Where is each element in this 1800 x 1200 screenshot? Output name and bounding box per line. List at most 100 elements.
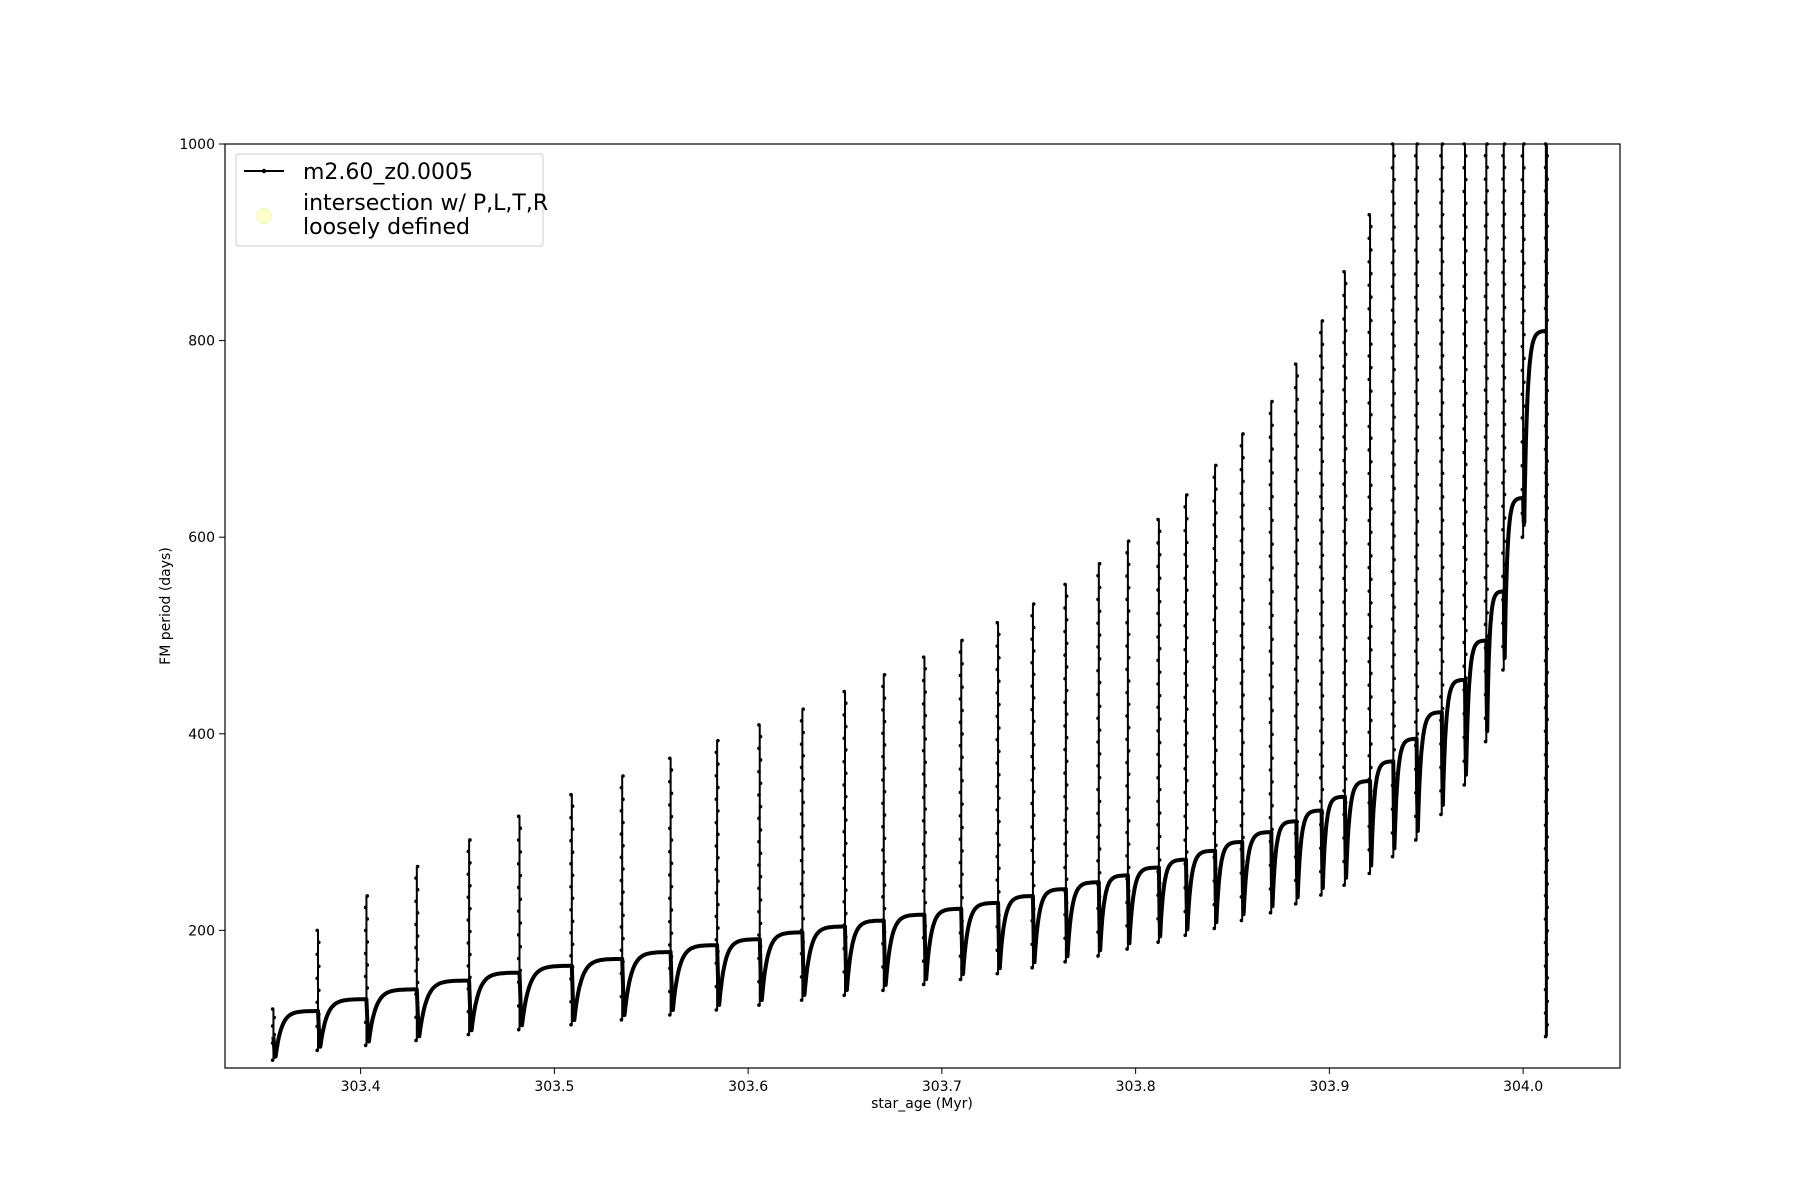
data-point — [1268, 482, 1273, 487]
data-point — [1485, 353, 1489, 357]
data-point — [1483, 482, 1488, 486]
data-point — [1367, 659, 1372, 664]
data-point — [1320, 576, 1325, 581]
data-point — [997, 889, 1001, 894]
data-point — [1342, 529, 1346, 534]
data-point — [468, 906, 472, 911]
data-point — [621, 843, 625, 848]
data-point — [1293, 808, 1298, 812]
data-point — [995, 644, 1000, 648]
data-point — [1392, 747, 1396, 752]
data-point — [363, 974, 368, 979]
data-point — [1415, 614, 1420, 618]
data-point — [1413, 460, 1418, 465]
data-point — [1126, 749, 1131, 753]
data-point — [1214, 843, 1218, 848]
data-point — [1483, 599, 1488, 603]
data-point — [1343, 635, 1348, 640]
data-point — [1483, 739, 1488, 744]
data-point — [1367, 307, 1372, 311]
data-point — [1392, 296, 1396, 301]
data-point — [1239, 538, 1244, 543]
data-point — [1096, 763, 1100, 768]
data-point — [1270, 589, 1274, 594]
data-point — [516, 861, 521, 866]
data-point — [1390, 569, 1395, 574]
data-point — [1392, 272, 1396, 277]
data-point — [1030, 825, 1034, 829]
data-point — [716, 738, 720, 743]
data-point — [1185, 707, 1189, 711]
data-point — [1543, 259, 1548, 264]
data-point — [415, 887, 420, 892]
data-point — [960, 849, 964, 853]
data-point — [1439, 459, 1443, 464]
data-point — [1125, 714, 1129, 718]
data-point — [1545, 764, 1549, 769]
data-point — [414, 876, 418, 880]
data-point — [1439, 295, 1443, 299]
data-point — [1502, 305, 1507, 310]
data-point — [569, 930, 573, 935]
data-point — [1295, 772, 1300, 777]
data-point — [1270, 732, 1274, 737]
data-point — [882, 789, 887, 794]
data-point — [1342, 505, 1346, 510]
data-point — [1268, 530, 1273, 535]
data-point — [1392, 676, 1396, 681]
data-point — [1295, 608, 1300, 613]
data-point — [1501, 200, 1505, 205]
data-point — [1030, 778, 1034, 782]
data-point — [1342, 623, 1346, 628]
data-point — [1030, 872, 1034, 876]
data-point — [1520, 249, 1525, 254]
data-point — [1543, 564, 1548, 569]
data-point — [466, 1032, 471, 1037]
data-point — [1367, 448, 1372, 452]
data-point — [1390, 284, 1395, 289]
data-point — [668, 896, 672, 901]
data-point — [958, 884, 963, 888]
data-point — [958, 697, 963, 701]
data-point — [569, 953, 573, 958]
data-point — [1462, 593, 1466, 597]
data-point — [1156, 588, 1160, 592]
data-point — [844, 748, 848, 752]
data-point — [1295, 421, 1300, 425]
data-point — [1031, 789, 1036, 794]
data-point — [1241, 432, 1245, 436]
legend: m2.60_z0.0005 intersection w/ P,L,T,R lo… — [235, 153, 548, 247]
data-point — [1295, 726, 1300, 730]
data-point — [1543, 1011, 1548, 1015]
data-point — [1543, 588, 1548, 593]
y-tick-label: 200 — [188, 923, 215, 939]
data-point — [1485, 376, 1489, 381]
data-point — [1543, 518, 1548, 522]
data-point — [1212, 807, 1217, 812]
data-point — [958, 837, 963, 842]
data-point — [1295, 514, 1300, 519]
data-point — [757, 886, 761, 891]
data-point — [1545, 435, 1549, 440]
data-point — [1293, 550, 1298, 554]
data-point — [1502, 399, 1507, 403]
data-point — [1369, 577, 1373, 582]
data-point — [1439, 624, 1443, 629]
data-point — [1239, 776, 1244, 780]
data-point — [716, 926, 720, 930]
data-point — [1415, 543, 1420, 547]
data-point — [365, 917, 370, 921]
data-point — [1501, 340, 1505, 345]
data-point — [1241, 835, 1245, 840]
data-point — [1439, 436, 1443, 440]
data-point — [1390, 736, 1395, 740]
data-point — [1030, 754, 1034, 759]
data-point — [801, 707, 805, 712]
data-point — [1369, 412, 1373, 417]
data-point — [757, 933, 761, 937]
x-axis-label: star_age (Myr) — [871, 1096, 973, 1112]
data-point — [1502, 539, 1507, 544]
data-point — [1031, 649, 1036, 653]
data-point — [1522, 356, 1526, 361]
data-point — [1485, 400, 1489, 404]
